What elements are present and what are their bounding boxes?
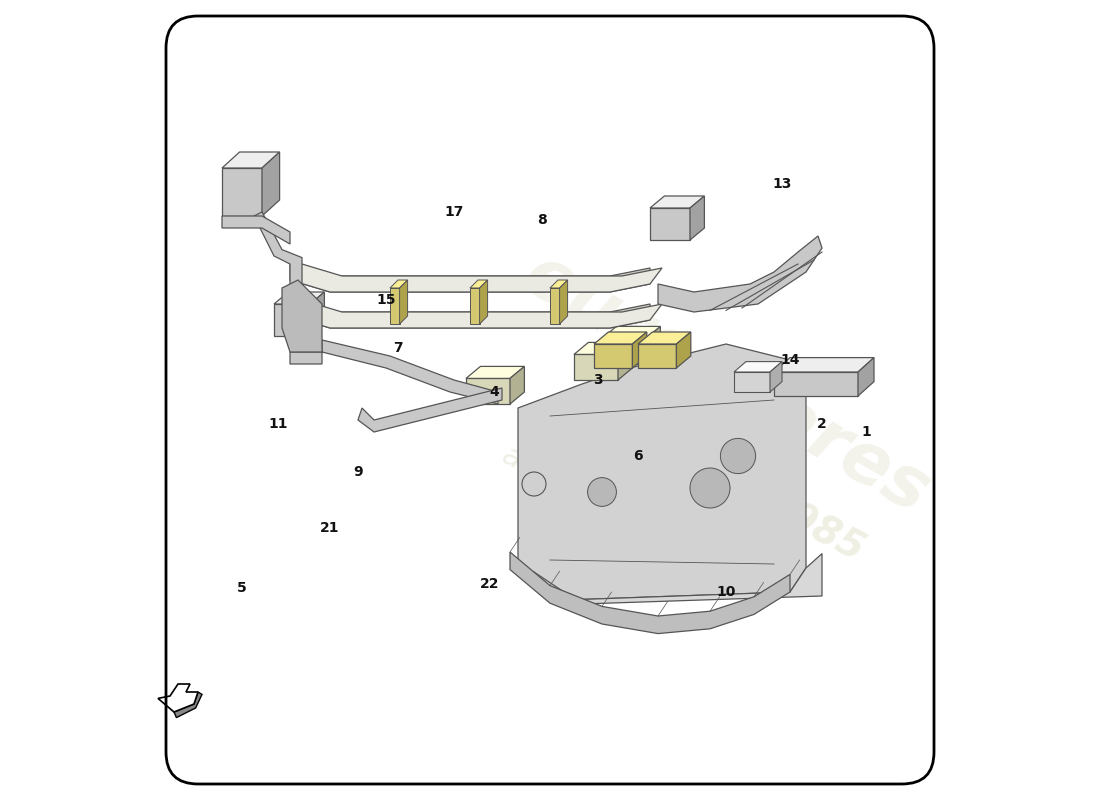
Text: 9: 9: [353, 465, 363, 479]
Text: 10: 10: [716, 585, 736, 599]
Polygon shape: [510, 552, 790, 634]
Polygon shape: [290, 300, 662, 328]
Polygon shape: [734, 362, 782, 372]
Text: 21: 21: [320, 521, 340, 535]
Polygon shape: [560, 280, 568, 324]
Polygon shape: [262, 152, 279, 216]
Polygon shape: [222, 168, 262, 216]
Text: 11: 11: [268, 417, 288, 431]
Text: since 1985: since 1985: [646, 424, 871, 568]
Polygon shape: [399, 280, 408, 324]
Circle shape: [720, 438, 756, 474]
Polygon shape: [390, 280, 408, 288]
Polygon shape: [858, 358, 874, 396]
Text: 5: 5: [238, 581, 246, 595]
Circle shape: [587, 478, 616, 506]
Polygon shape: [290, 340, 498, 404]
Polygon shape: [574, 354, 618, 380]
Polygon shape: [658, 236, 822, 312]
Polygon shape: [222, 152, 279, 168]
Polygon shape: [480, 280, 487, 324]
Polygon shape: [774, 358, 875, 372]
Polygon shape: [222, 216, 290, 244]
Text: 13: 13: [772, 177, 792, 191]
Polygon shape: [174, 692, 202, 718]
Polygon shape: [770, 362, 782, 392]
Polygon shape: [676, 332, 691, 368]
Polygon shape: [602, 338, 646, 364]
Polygon shape: [602, 326, 660, 338]
Polygon shape: [632, 332, 647, 368]
Polygon shape: [550, 280, 568, 288]
Text: 2: 2: [817, 417, 827, 431]
Polygon shape: [638, 332, 691, 344]
Polygon shape: [650, 196, 704, 208]
Polygon shape: [774, 372, 858, 396]
Polygon shape: [358, 388, 502, 432]
Polygon shape: [470, 280, 487, 288]
Polygon shape: [594, 332, 647, 344]
Polygon shape: [470, 288, 480, 324]
Polygon shape: [690, 196, 704, 240]
Polygon shape: [734, 372, 770, 392]
Polygon shape: [158, 684, 198, 712]
Polygon shape: [310, 292, 324, 336]
Polygon shape: [518, 344, 806, 600]
Text: 6: 6: [634, 449, 642, 463]
Polygon shape: [290, 264, 662, 292]
Polygon shape: [594, 344, 632, 368]
Polygon shape: [638, 344, 676, 368]
Polygon shape: [274, 304, 310, 336]
Circle shape: [690, 468, 730, 508]
Text: a passion for parts: a passion for parts: [497, 440, 762, 600]
Text: 3: 3: [593, 373, 603, 387]
Polygon shape: [574, 342, 632, 354]
Polygon shape: [518, 554, 822, 604]
Polygon shape: [282, 280, 322, 352]
Polygon shape: [618, 342, 632, 380]
Polygon shape: [466, 366, 525, 378]
Polygon shape: [290, 264, 650, 292]
Polygon shape: [510, 366, 525, 404]
Text: 17: 17: [444, 205, 464, 219]
Polygon shape: [550, 288, 560, 324]
Text: 7: 7: [393, 341, 403, 355]
Circle shape: [522, 472, 546, 496]
Text: eurospares: eurospares: [512, 240, 940, 528]
Polygon shape: [466, 378, 510, 404]
Text: 14: 14: [780, 353, 800, 367]
Text: 15: 15: [376, 293, 396, 307]
Polygon shape: [290, 300, 650, 328]
Polygon shape: [646, 326, 660, 364]
Polygon shape: [254, 212, 303, 316]
Text: 8: 8: [537, 213, 547, 227]
Text: 22: 22: [481, 577, 499, 591]
Polygon shape: [390, 288, 399, 324]
Polygon shape: [274, 292, 324, 304]
Text: 1: 1: [861, 425, 871, 439]
Polygon shape: [650, 208, 690, 240]
Text: 4: 4: [490, 385, 499, 399]
